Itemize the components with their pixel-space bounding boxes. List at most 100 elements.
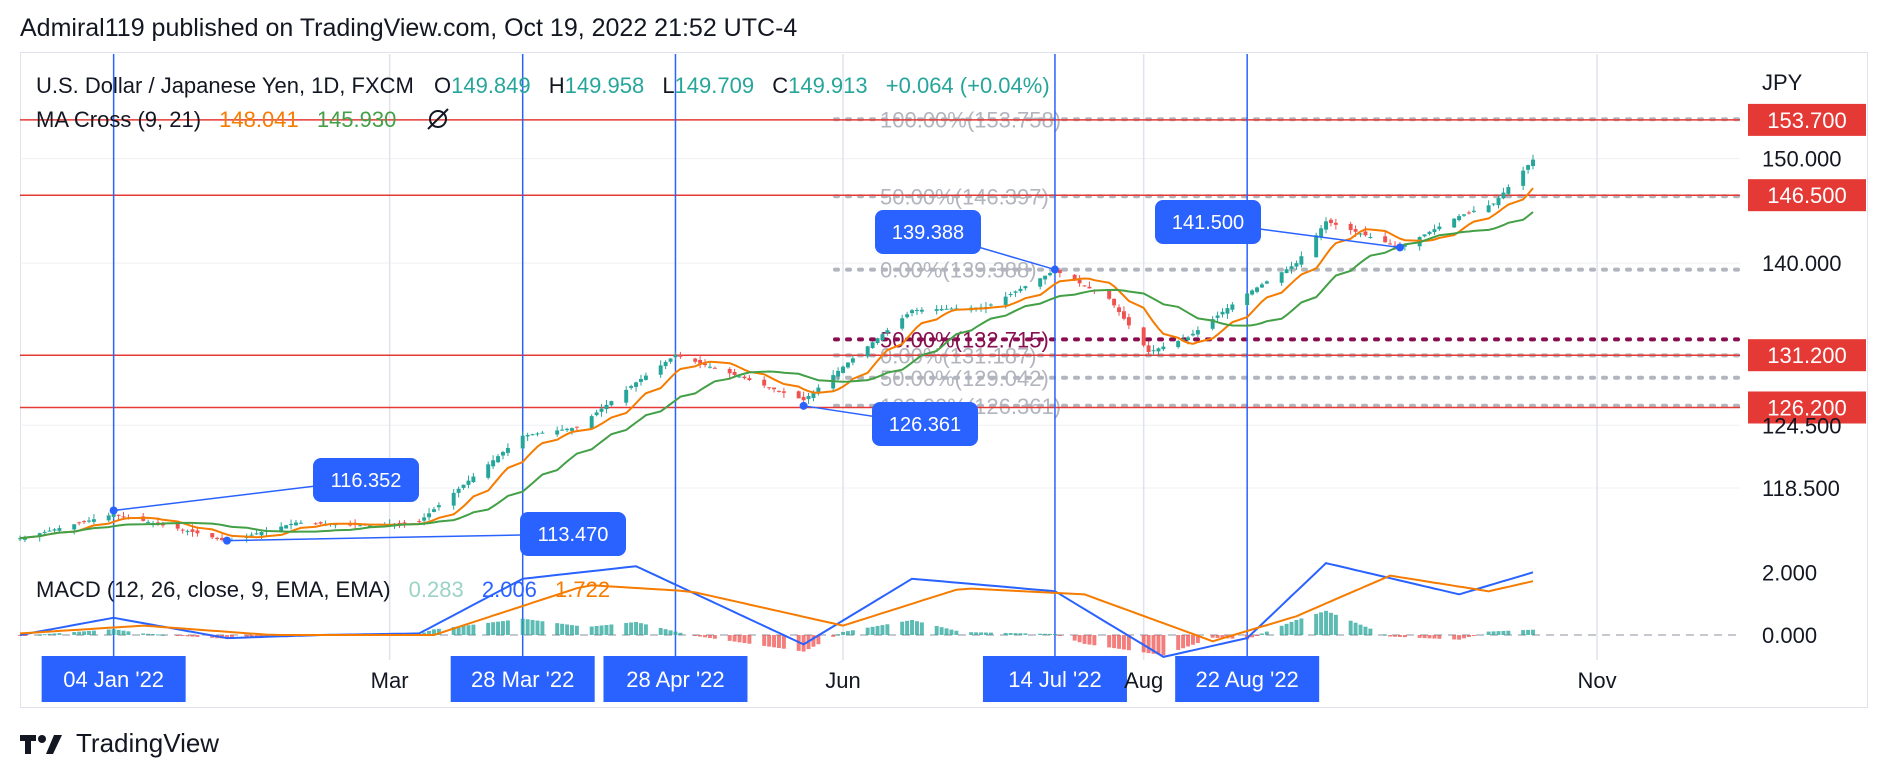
candle-body xyxy=(678,355,683,357)
macd-hist-bar xyxy=(432,629,436,635)
macd-hist-bar xyxy=(570,625,574,635)
macd-hist-bar xyxy=(151,634,156,636)
macd-hist-bar xyxy=(900,621,905,635)
macd-hist-bar xyxy=(1388,635,1393,637)
candle-body xyxy=(796,391,801,399)
macd-hist-bar xyxy=(436,628,441,635)
macd-hist-bar xyxy=(1328,612,1333,635)
candle-body xyxy=(116,514,121,516)
candle-body xyxy=(594,412,599,416)
high-label: H xyxy=(549,73,565,98)
candle-body xyxy=(1299,256,1304,265)
fib-level-label: 50.00%(129.042) xyxy=(880,366,1049,391)
candle-body xyxy=(816,387,821,394)
candle-body xyxy=(530,434,535,436)
macd-hist-bar xyxy=(1491,631,1496,635)
macd-hist-bar xyxy=(776,635,781,649)
macd-hist-bar xyxy=(816,635,821,645)
symbol-title: U.S. Dollar / Japanese Yen, 1D, FXCM xyxy=(36,73,414,98)
macd-hist-bar xyxy=(1264,631,1269,635)
tradingview-logo-icon xyxy=(20,734,62,754)
candle-body xyxy=(934,309,939,311)
candle-body xyxy=(249,534,254,536)
macd-hist-bar xyxy=(1043,633,1048,635)
price-level-label: 146.500 xyxy=(1767,183,1847,208)
macd-hist-bar xyxy=(175,635,180,636)
candle-body xyxy=(397,522,402,524)
macd-hist-bar xyxy=(264,635,269,637)
macd-hist-bar xyxy=(944,628,949,635)
callout-label: 113.470 xyxy=(538,524,609,546)
macd-hist-bar xyxy=(229,635,234,639)
macd-hist-bar xyxy=(708,635,712,639)
candle-body xyxy=(643,375,648,380)
macd-hist-bar xyxy=(1383,634,1388,636)
candle-body xyxy=(767,387,772,389)
callout-anchor xyxy=(1395,243,1404,252)
candle-body xyxy=(456,488,461,493)
macd-hist-bar xyxy=(703,635,708,638)
macd-hist-bar xyxy=(1126,635,1131,651)
candle-body xyxy=(215,537,220,539)
macd-hist-bar xyxy=(106,629,111,635)
candle-body xyxy=(87,520,91,522)
macd-hist-bar xyxy=(427,630,432,635)
macd-hist-bar xyxy=(599,625,604,635)
candle-body xyxy=(417,521,422,523)
candle-body xyxy=(589,416,594,429)
candle-body xyxy=(1437,226,1442,230)
macd-hist-bar xyxy=(249,635,254,638)
macd-hist-bar xyxy=(1526,629,1531,635)
published-line: Admiral119 published on TradingView.com,… xyxy=(20,14,798,42)
candle-body xyxy=(47,530,52,532)
candle-body xyxy=(402,522,407,524)
macd-hist-bar xyxy=(934,625,939,635)
candle-body xyxy=(604,404,609,410)
candle-body xyxy=(1255,287,1259,292)
macd-hist-bar xyxy=(1314,613,1319,635)
candle-body xyxy=(1008,294,1013,296)
ma-fast-value: 148.041 xyxy=(219,107,299,132)
candle-body xyxy=(358,525,363,527)
macd-hist-bar xyxy=(1190,635,1195,645)
ma-indicator-name: MA Cross (9, 21) xyxy=(36,107,201,132)
macd-hist-bar xyxy=(47,633,52,635)
candle-body xyxy=(1368,237,1373,239)
macd-hist-bar xyxy=(988,632,993,635)
candle-body xyxy=(910,310,915,314)
candle-body xyxy=(1107,290,1112,299)
macd-line-value: 2.006 xyxy=(482,577,537,602)
callout-label: 126.361 xyxy=(889,414,961,436)
callout-box xyxy=(313,458,419,502)
candle-body xyxy=(599,408,604,412)
candle-body xyxy=(1289,266,1294,269)
macd-hist-bar xyxy=(658,627,663,635)
date-marker-badge xyxy=(41,656,186,702)
macd-hist-bar xyxy=(1186,635,1190,647)
macd-hist-bar xyxy=(772,635,777,648)
date-marker-label: 22 Aug '22 xyxy=(1196,667,1299,692)
macd-hist-bar xyxy=(1141,635,1146,653)
open-value: 149.849 xyxy=(451,73,531,98)
candle-body xyxy=(318,522,323,524)
macd-hist-bar xyxy=(42,634,47,636)
macd-hist-bar xyxy=(1112,635,1117,649)
macd-hist-bar xyxy=(905,620,910,635)
candle-body xyxy=(693,358,698,362)
candle-body xyxy=(432,509,436,512)
candle-body xyxy=(1531,159,1535,167)
candle-body xyxy=(486,464,491,478)
candle-body xyxy=(1156,348,1161,352)
macd-hist-bar xyxy=(747,635,752,644)
macd-hist-bar xyxy=(1107,635,1112,648)
candle-body xyxy=(284,525,289,529)
candle-body xyxy=(1314,235,1319,258)
hide-icon[interactable] xyxy=(427,108,449,130)
date-marker-badge xyxy=(450,656,595,702)
macd-hist-bar xyxy=(466,625,471,635)
candle-body xyxy=(180,529,185,531)
macd-hist-bar xyxy=(244,635,249,638)
candle-body xyxy=(1043,275,1048,280)
callout-anchor xyxy=(109,506,118,515)
